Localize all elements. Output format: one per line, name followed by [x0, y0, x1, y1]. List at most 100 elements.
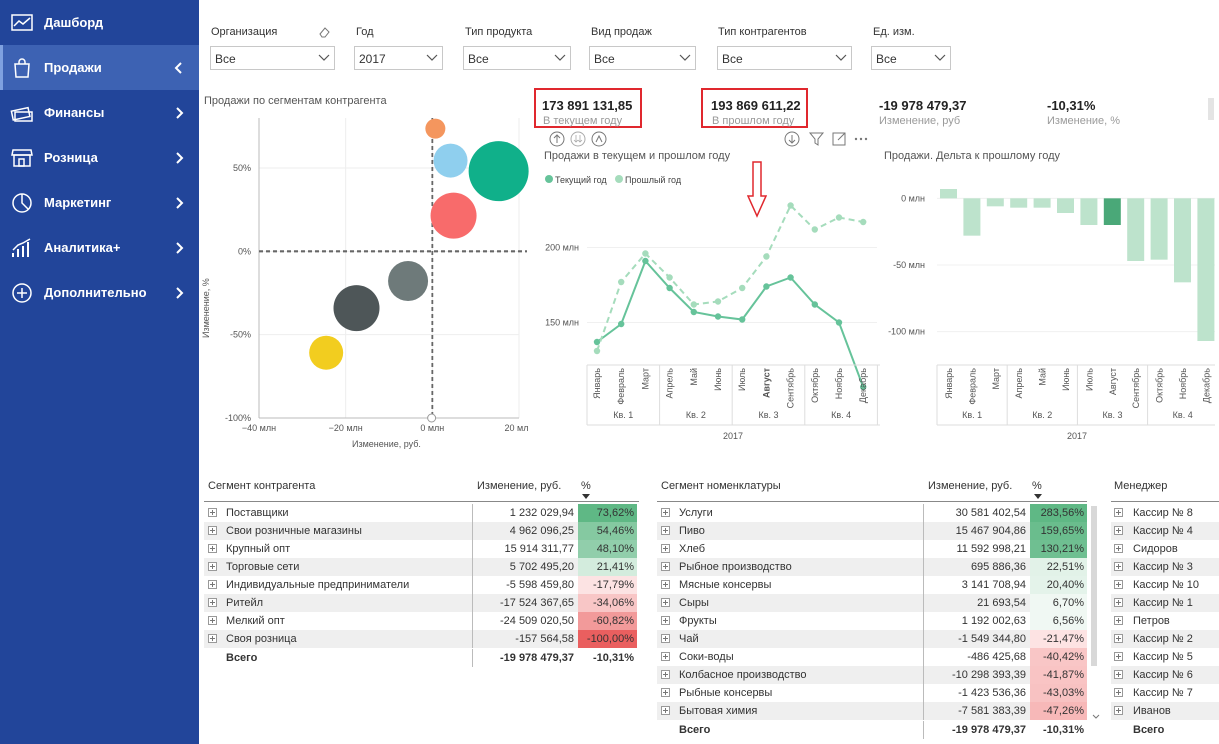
focus-mode-icon[interactable]	[832, 132, 846, 146]
table-row[interactable]: Иванов	[1111, 702, 1219, 720]
expand-icon[interactable]	[208, 598, 217, 607]
nav-item-more[interactable]: Дополнительно	[0, 270, 199, 315]
drill-down-level-icon[interactable]	[570, 131, 586, 147]
filter-icon[interactable]	[808, 132, 825, 146]
scatter-point[interactable]	[388, 260, 429, 301]
table-row[interactable]: Хлеб 11 592 998,21 130,21%	[657, 540, 1087, 558]
more-options-icon[interactable]	[854, 137, 868, 141]
scrollbar[interactable]	[1208, 98, 1214, 120]
expand-icon[interactable]	[661, 598, 670, 607]
data-point[interactable]	[642, 257, 649, 265]
expand-icon[interactable]	[661, 670, 670, 679]
expand-icon[interactable]	[661, 634, 670, 643]
table-row[interactable]: Рыбное производство 695 886,36 22,51%	[657, 558, 1087, 576]
expand-icon[interactable]	[1114, 706, 1123, 715]
expand-icon[interactable]	[208, 634, 217, 643]
data-point[interactable]	[860, 218, 867, 226]
expand-icon[interactable]	[1114, 652, 1123, 661]
table-scrollbar[interactable]	[1091, 506, 1097, 666]
eraser-icon[interactable]	[318, 26, 330, 38]
data-point[interactable]	[739, 284, 746, 292]
table-row[interactable]: Сидоров	[1111, 540, 1219, 558]
expand-icon[interactable]	[208, 544, 217, 553]
nav-item-analytics[interactable]: Аналитика+	[0, 225, 199, 270]
data-point[interactable]	[714, 313, 722, 320]
table-row[interactable]: Кассир № 8	[1111, 504, 1219, 522]
data-point[interactable]	[787, 274, 794, 281]
scroll-down-icon[interactable]	[1092, 714, 1100, 720]
data-point[interactable]	[763, 283, 770, 290]
data-point[interactable]	[593, 347, 601, 355]
delta-bar[interactable]	[1010, 198, 1028, 208]
data-point[interactable]	[666, 274, 673, 281]
table-row[interactable]: Своя розница -157 564,58 -100,00%	[204, 630, 637, 648]
table-row[interactable]: Бытовая химия -7 581 383,39 -47,26%	[657, 702, 1087, 720]
filter-select-year[interactable]: 2017	[354, 46, 443, 70]
data-point[interactable]	[811, 226, 818, 233]
data-point[interactable]	[763, 253, 770, 260]
expand-icon[interactable]	[1114, 508, 1123, 517]
filter-select-org[interactable]: Все	[210, 46, 335, 70]
table-row[interactable]: Кассир № 4	[1111, 522, 1219, 540]
delta-bar[interactable]	[1080, 198, 1098, 225]
column-header-pct[interactable]: %	[581, 480, 591, 492]
table-row[interactable]: Кассир № 2	[1111, 630, 1219, 648]
column-header-segment[interactable]: Сегмент контрагента	[208, 480, 316, 492]
delta-bar[interactable]	[1103, 198, 1121, 225]
delta-bar[interactable]	[1057, 198, 1074, 213]
expand-icon[interactable]	[661, 508, 670, 517]
table-row[interactable]: Поставщики 1 232 029,94 73,62%	[204, 504, 637, 522]
expand-icon[interactable]	[1114, 526, 1123, 535]
expand-hierarchy-icon[interactable]	[591, 131, 607, 147]
expand-icon[interactable]	[1114, 670, 1123, 679]
delta-bar[interactable]	[1174, 198, 1191, 283]
nav-item-dashboard[interactable]: Дашборд	[0, 0, 199, 45]
expand-icon[interactable]	[661, 688, 670, 697]
table-row[interactable]: Индивидуальные предприниматели -5 598 459…	[204, 576, 637, 594]
scatter-point[interactable]	[430, 192, 477, 239]
nav-item-finance[interactable]: Финансы	[0, 90, 199, 135]
expand-icon[interactable]	[208, 526, 217, 535]
expand-icon[interactable]	[1114, 544, 1123, 553]
scatter-point[interactable]	[309, 335, 344, 370]
expand-icon[interactable]	[1114, 598, 1123, 607]
table-row[interactable]: Соки-воды -486 425,68 -40,42%	[657, 648, 1087, 666]
table-row[interactable]: Кассир № 1	[1111, 594, 1219, 612]
table-row[interactable]: Рыбные консервы -1 423 536,36 -43,03%	[657, 684, 1087, 702]
table-row[interactable]: Колбасное производство -10 298 393,39 -41,…	[657, 666, 1087, 684]
table-row[interactable]: Сыры 21 693,54 6,70%	[657, 594, 1087, 612]
table-row[interactable]: Кассир № 3	[1111, 558, 1219, 576]
data-point[interactable]	[593, 338, 601, 346]
filter-select-product-type[interactable]: Все	[463, 46, 571, 70]
data-point[interactable]	[618, 278, 625, 286]
table-row[interactable]: Ритейл -17 524 367,65 -34,06%	[204, 594, 637, 612]
delta-bar[interactable]	[1033, 198, 1051, 208]
data-point[interactable]	[690, 308, 697, 316]
table-row[interactable]: Пиво 15 467 904,86 159,65%	[657, 522, 1087, 540]
filter-select-contractor-type[interactable]: Все	[717, 46, 852, 70]
nav-item-marketing[interactable]: Маркетинг	[0, 180, 199, 225]
expand-icon[interactable]	[661, 616, 670, 625]
table-row[interactable]: Мелкий опт -24 509 020,50 -60,82%	[204, 612, 637, 630]
table-row[interactable]: Чай -1 549 344,80 -21,47%	[657, 630, 1087, 648]
table-row[interactable]: Мясные консервы 3 141 708,94 20,40%	[657, 576, 1087, 594]
expand-icon[interactable]	[661, 526, 670, 535]
table-row[interactable]: Кассир № 7	[1111, 684, 1219, 702]
expand-icon[interactable]	[208, 580, 217, 589]
expand-icon[interactable]	[208, 616, 217, 625]
delta-bar[interactable]	[963, 198, 981, 236]
data-point[interactable]	[666, 284, 673, 292]
column-header-change[interactable]: Изменение, руб.	[928, 480, 1013, 492]
table-row[interactable]: Кассир № 5	[1111, 648, 1219, 666]
table-row[interactable]: Торговые сети 5 702 495,20 21,41%	[204, 558, 637, 576]
drill-down-icon[interactable]	[784, 131, 800, 147]
data-point[interactable]	[739, 316, 746, 323]
nav-item-sales[interactable]: Продажи	[0, 45, 199, 90]
scatter-point[interactable]	[468, 141, 529, 202]
expand-icon[interactable]	[1114, 616, 1123, 625]
data-point[interactable]	[642, 250, 649, 257]
data-point[interactable]	[811, 301, 818, 308]
delta-bar[interactable]	[1127, 198, 1145, 261]
column-header-manager[interactable]: Менеджер	[1114, 480, 1168, 492]
expand-icon[interactable]	[661, 706, 670, 715]
